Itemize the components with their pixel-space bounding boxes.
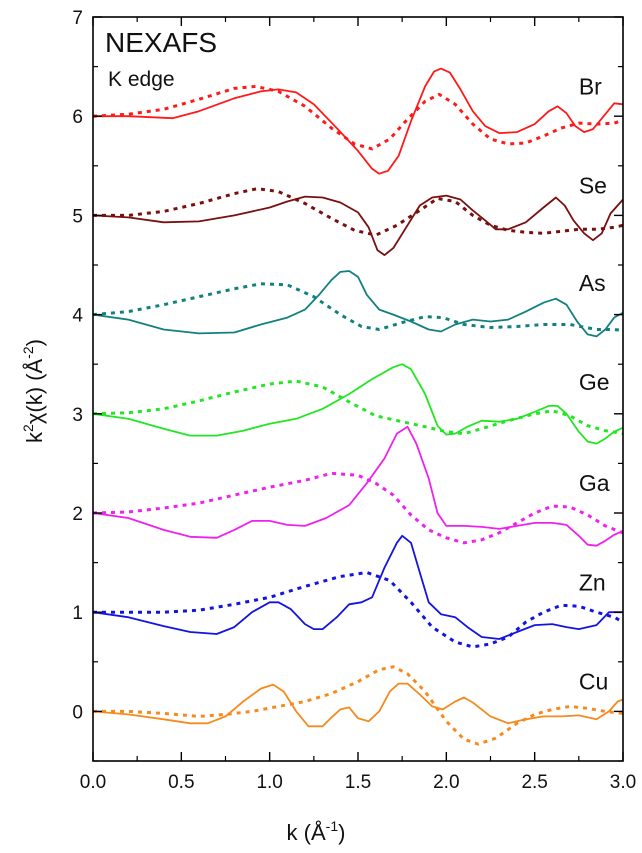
y-axis-title-mid: χ(k) (Å <box>22 359 47 425</box>
series-label-br: Br <box>579 73 602 99</box>
y-tick-label: 0 <box>72 702 83 723</box>
series-cu-solid-line <box>92 682 624 728</box>
series-label-ga: Ga <box>579 470 610 496</box>
x-tick-label: 0.5 <box>168 772 194 793</box>
y-tick-label: 3 <box>72 405 83 426</box>
series-as-dotted-line <box>92 282 624 332</box>
series-label-ge: Ge <box>579 369 610 395</box>
chart-title: NEXAFS <box>105 27 217 58</box>
series-br-solid-line <box>93 67 624 175</box>
x-axis-title-end: ) <box>338 820 345 845</box>
y-tick-label: 4 <box>72 306 83 327</box>
x-tick-label: 0.0 <box>80 772 106 793</box>
y-tick-label: 1 <box>72 603 83 624</box>
y-axis-title-sup2: -2 <box>20 346 36 359</box>
y-axis-title-end: ) <box>22 339 47 346</box>
series-zn-dotted-line <box>93 570 624 649</box>
y-axis-title-sup1: 2 <box>20 424 36 432</box>
y-tick-label: 6 <box>72 107 83 128</box>
series-labels: Br Se As Ge Ga Zn Cu <box>579 73 610 694</box>
series-label-cu: Cu <box>579 669 608 695</box>
x-axis-title: k (Å-1) <box>287 818 346 845</box>
series-ge-solid-line <box>92 363 624 445</box>
series-cu-dotted-line <box>93 665 624 746</box>
x-tick-label: 1.0 <box>256 772 282 793</box>
y-tick-label: 5 <box>72 206 83 227</box>
x-tick-label: 1.5 <box>345 772 371 793</box>
series-ga-solid-line <box>92 425 624 547</box>
x-tick-label: 2.0 <box>433 772 459 793</box>
x-tick-label: 2.5 <box>521 772 547 793</box>
x-tick-label: 3.0 <box>610 772 636 793</box>
series-label-se: Se <box>579 173 607 199</box>
ticks-layer: 0.0 0.5 1.0 1.5 2.0 2.5 3.0 0 1 2 3 4 5 6 7 <box>72 8 636 793</box>
series-label-as: As <box>579 270 606 296</box>
chart-subtitle: K edge <box>108 68 175 91</box>
x-axis-title-sup: -1 <box>326 818 339 834</box>
series-ga-dotted-line <box>92 471 624 545</box>
y-axis-title: k2χ(k) (Å-2) <box>20 339 47 443</box>
y-tick-label: 2 <box>72 504 83 525</box>
series-zn-solid-line <box>92 534 623 640</box>
y-axis-title-k: k <box>22 431 47 443</box>
x-axis-title-main: k (Å <box>287 820 326 845</box>
series-as-solid-line <box>92 270 624 338</box>
series-se-solid-line <box>92 194 624 256</box>
series-label-zn: Zn <box>579 569 606 595</box>
series-layer <box>92 67 624 746</box>
y-tick-label: 7 <box>72 8 83 29</box>
